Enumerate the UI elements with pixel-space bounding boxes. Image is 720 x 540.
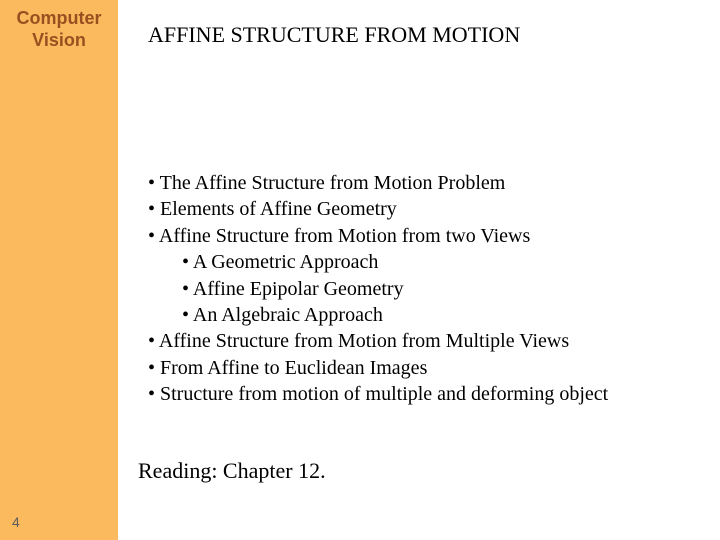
slide-title: AFFINE STRUCTURE FROM MOTION <box>148 22 520 48</box>
bullet-item: • An Algebraic Approach <box>182 302 608 328</box>
bullet-item: • Affine Epipolar Geometry <box>182 276 608 302</box>
sidebar-title-line2: Vision <box>0 30 118 52</box>
bullet-item: • Elements of Affine Geometry <box>148 196 608 222</box>
sidebar-title: Computer Vision <box>0 8 118 51</box>
bullet-item: • Structure from motion of multiple and … <box>148 381 608 407</box>
content-area: AFFINE STRUCTURE FROM MOTION • The Affin… <box>148 0 720 540</box>
bullet-item: • Affine Structure from Motion from two … <box>148 223 608 249</box>
sidebar-title-line1: Computer <box>0 8 118 30</box>
bullet-item: • From Affine to Euclidean Images <box>148 355 608 381</box>
page-number: 4 <box>12 514 20 530</box>
bullet-list: • The Affine Structure from Motion Probl… <box>148 170 608 408</box>
bullet-item: • A Geometric Approach <box>182 249 608 275</box>
sidebar: Computer Vision 4 <box>0 0 118 540</box>
bullet-item: • Affine Structure from Motion from Mult… <box>148 328 608 354</box>
bullet-item: • The Affine Structure from Motion Probl… <box>148 170 608 196</box>
reading-note: Reading: Chapter 12. <box>138 458 326 484</box>
